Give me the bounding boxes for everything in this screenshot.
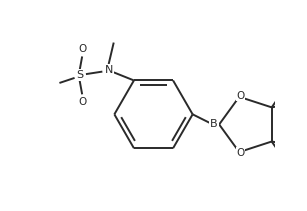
Text: O: O: [236, 148, 245, 158]
Text: B: B: [210, 119, 218, 129]
Text: N: N: [104, 65, 113, 75]
Text: O: O: [78, 97, 86, 107]
Text: O: O: [78, 44, 86, 54]
Text: B: B: [210, 119, 218, 129]
Text: O: O: [236, 91, 245, 101]
Text: S: S: [76, 70, 83, 80]
